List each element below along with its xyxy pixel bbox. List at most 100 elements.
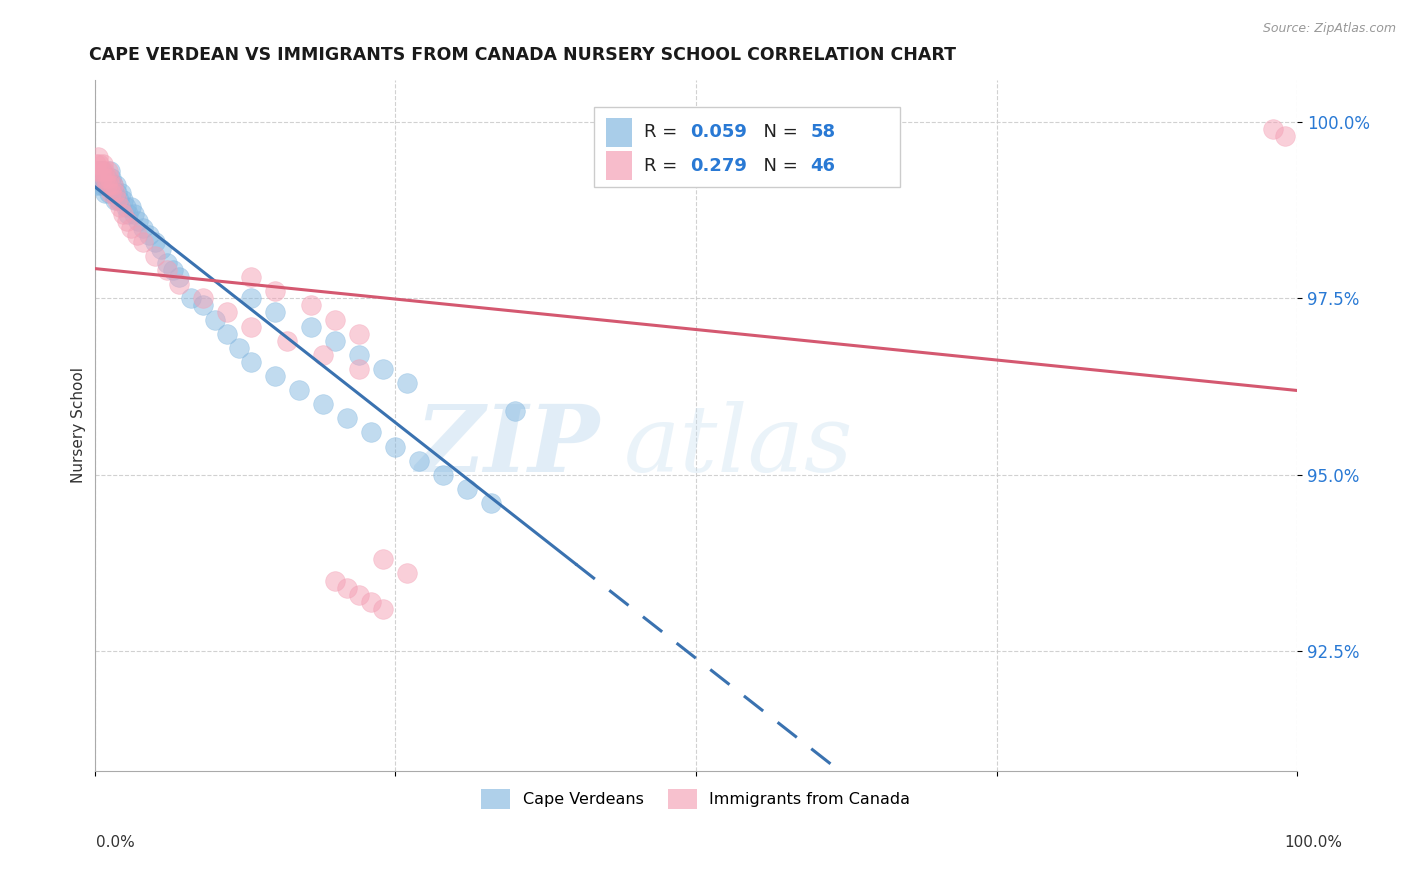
Point	[131, 220, 153, 235]
Point	[143, 249, 166, 263]
Point	[115, 200, 138, 214]
Point	[276, 334, 298, 348]
Point	[107, 193, 129, 207]
Point	[117, 207, 139, 221]
Point	[481, 496, 503, 510]
Point	[347, 588, 370, 602]
Point	[112, 193, 135, 207]
Point	[90, 164, 112, 178]
Point	[90, 164, 112, 178]
Point	[408, 453, 430, 467]
Point	[396, 566, 419, 581]
Point	[93, 178, 115, 193]
Point	[264, 305, 287, 319]
Legend: Cape Verdeans, Immigrants from Canada: Cape Verdeans, Immigrants from Canada	[475, 782, 917, 815]
Point	[264, 285, 287, 299]
Point	[120, 220, 142, 235]
Point	[299, 298, 322, 312]
Point	[347, 362, 370, 376]
Point	[143, 235, 166, 249]
Point	[89, 171, 111, 186]
Point	[97, 178, 120, 193]
Text: ZIP: ZIP	[415, 401, 600, 491]
Point	[204, 312, 226, 326]
Point	[98, 171, 121, 186]
Point	[87, 164, 110, 178]
Point	[87, 150, 110, 164]
Point	[110, 186, 132, 200]
Point	[162, 263, 184, 277]
Point	[89, 157, 111, 171]
Point	[299, 319, 322, 334]
Point	[91, 157, 114, 171]
Text: CAPE VERDEAN VS IMMIGRANTS FROM CANADA NURSERY SCHOOL CORRELATION CHART: CAPE VERDEAN VS IMMIGRANTS FROM CANADA N…	[89, 46, 956, 64]
Point	[264, 368, 287, 383]
FancyBboxPatch shape	[593, 107, 900, 186]
Point	[191, 298, 214, 312]
Point	[138, 227, 160, 242]
Point	[373, 601, 395, 615]
Point	[228, 341, 250, 355]
Point	[1274, 129, 1296, 144]
Point	[360, 425, 382, 440]
Point	[360, 595, 382, 609]
Point	[127, 213, 149, 227]
Point	[100, 186, 122, 200]
Point	[336, 411, 359, 425]
Point	[312, 397, 335, 411]
Text: 0.059: 0.059	[690, 122, 747, 141]
Point	[112, 207, 135, 221]
Point	[90, 171, 112, 186]
Text: N =: N =	[752, 157, 804, 175]
Point	[86, 164, 108, 178]
Point	[97, 164, 120, 178]
Point	[167, 270, 190, 285]
Point	[215, 305, 238, 319]
Point	[107, 186, 129, 200]
Point	[101, 178, 124, 193]
Bar	[606, 118, 633, 146]
Point	[347, 348, 370, 362]
Point	[384, 440, 406, 454]
Point	[96, 178, 118, 193]
Point	[93, 164, 115, 178]
Point	[239, 291, 262, 305]
Text: Source: ZipAtlas.com: Source: ZipAtlas.com	[1263, 22, 1396, 36]
Point	[90, 178, 112, 193]
Text: atlas: atlas	[624, 401, 853, 491]
Point	[98, 164, 121, 178]
Point	[122, 207, 145, 221]
Point	[120, 200, 142, 214]
Bar	[606, 151, 633, 180]
Text: R =: R =	[644, 157, 683, 175]
Point	[167, 277, 190, 292]
Point	[191, 291, 214, 305]
Text: 0.0%: 0.0%	[96, 836, 135, 850]
Point	[396, 376, 419, 390]
Point	[84, 157, 107, 171]
Point	[347, 326, 370, 341]
Text: 0.279: 0.279	[690, 157, 747, 175]
Text: 46: 46	[810, 157, 835, 175]
Point	[94, 171, 117, 186]
Point	[100, 171, 122, 186]
Point	[156, 256, 179, 270]
Point	[323, 334, 346, 348]
Point	[86, 178, 108, 193]
Point	[91, 171, 114, 186]
Point	[180, 291, 202, 305]
Text: R =: R =	[644, 122, 683, 141]
Point	[115, 213, 138, 227]
Point	[505, 404, 527, 418]
Point	[239, 319, 262, 334]
Point	[288, 383, 311, 397]
Point	[149, 242, 172, 256]
Point	[156, 263, 179, 277]
Text: 58: 58	[810, 122, 835, 141]
Point	[323, 574, 346, 588]
Point	[215, 326, 238, 341]
Point	[105, 178, 128, 193]
Point	[96, 171, 118, 186]
Text: N =: N =	[752, 122, 804, 141]
Point	[323, 312, 346, 326]
